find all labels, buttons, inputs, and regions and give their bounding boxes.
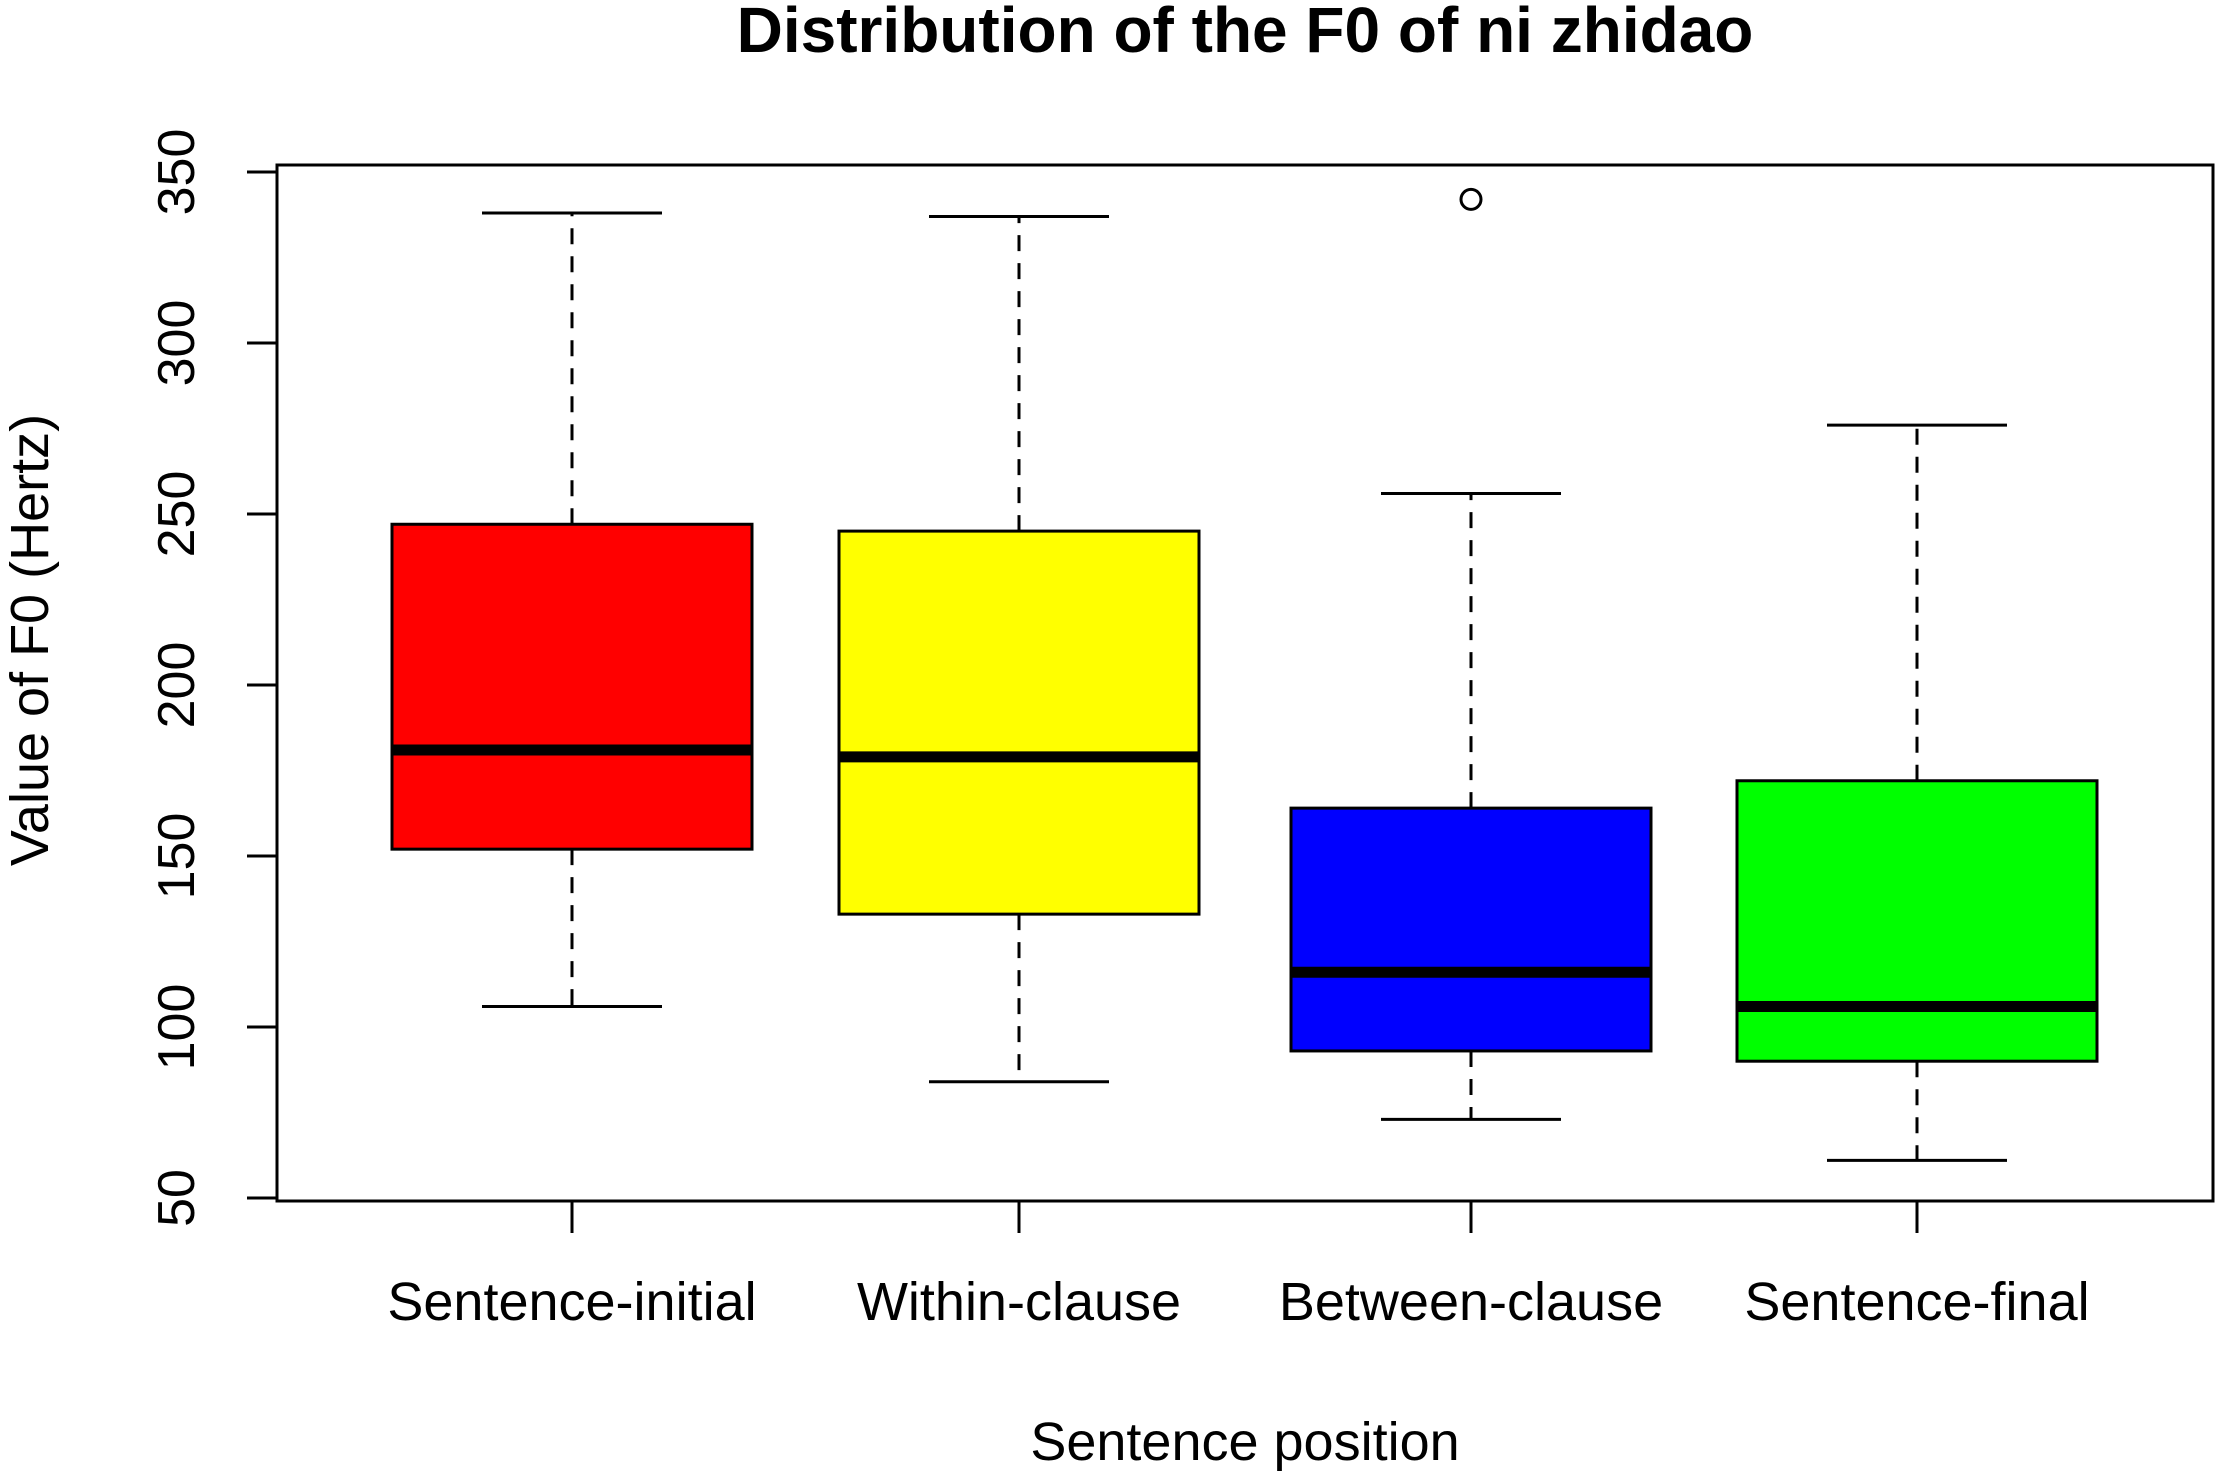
box-series [390,187,2099,1162]
y-tick-label: 150 [148,813,206,900]
box-iqr [837,529,1201,916]
x-tick-label: Within-clause [857,1272,1181,1332]
y-axis: 50 100 150 200 250 300 350 [148,129,277,1227]
y-tick-label: 100 [148,984,206,1071]
outlier-point [1459,187,1483,211]
y-tick-label: 200 [148,642,206,729]
y-tick-label: 250 [148,471,206,558]
y-tick-label: 300 [148,300,206,387]
y-tick-label: 350 [148,129,206,216]
y-tick-label: 50 [148,1169,206,1227]
plot-frame [275,163,2215,1203]
x-tick-label: Sentence-initial [387,1272,756,1332]
box-iqr [1735,779,2099,1063]
x-axis: Sentence-initial Within-clause Between-cla… [387,1201,2090,1332]
x-tick-label: Between-clause [1279,1272,1663,1332]
x-axis-label: Sentence position [1030,1412,1459,1472]
box-group [1289,187,1653,1121]
box-iqr [1289,806,1653,1053]
y-axis-label: Value of F0 (Hertz) [0,414,60,866]
box-group [837,214,1201,1084]
box-iqr [390,522,754,851]
box-group [1735,423,2099,1162]
chart-title: Distribution of the F0 of ni zhidao [737,0,1754,66]
x-tick-label: Sentence-final [1744,1272,2089,1332]
box-group [390,211,754,1008]
